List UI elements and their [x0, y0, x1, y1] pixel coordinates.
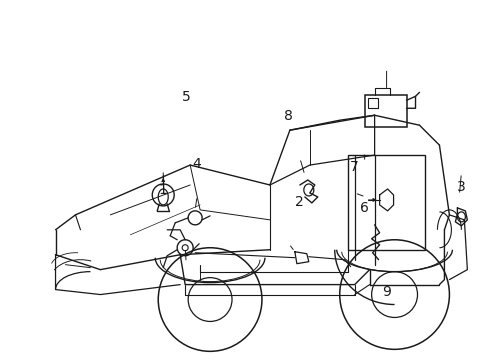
Text: 4: 4	[192, 157, 201, 171]
Text: 6: 6	[360, 201, 368, 215]
Bar	[364, 95, 406, 127]
Text: 9: 9	[382, 284, 390, 298]
Bar	[347, 155, 425, 250]
Text: 3: 3	[456, 180, 465, 194]
Text: 2: 2	[295, 195, 304, 209]
Text: 1: 1	[159, 183, 167, 197]
Text: 7: 7	[349, 160, 358, 174]
Text: 8: 8	[284, 109, 293, 123]
Bar	[367, 98, 377, 108]
Text: 5: 5	[182, 90, 190, 104]
